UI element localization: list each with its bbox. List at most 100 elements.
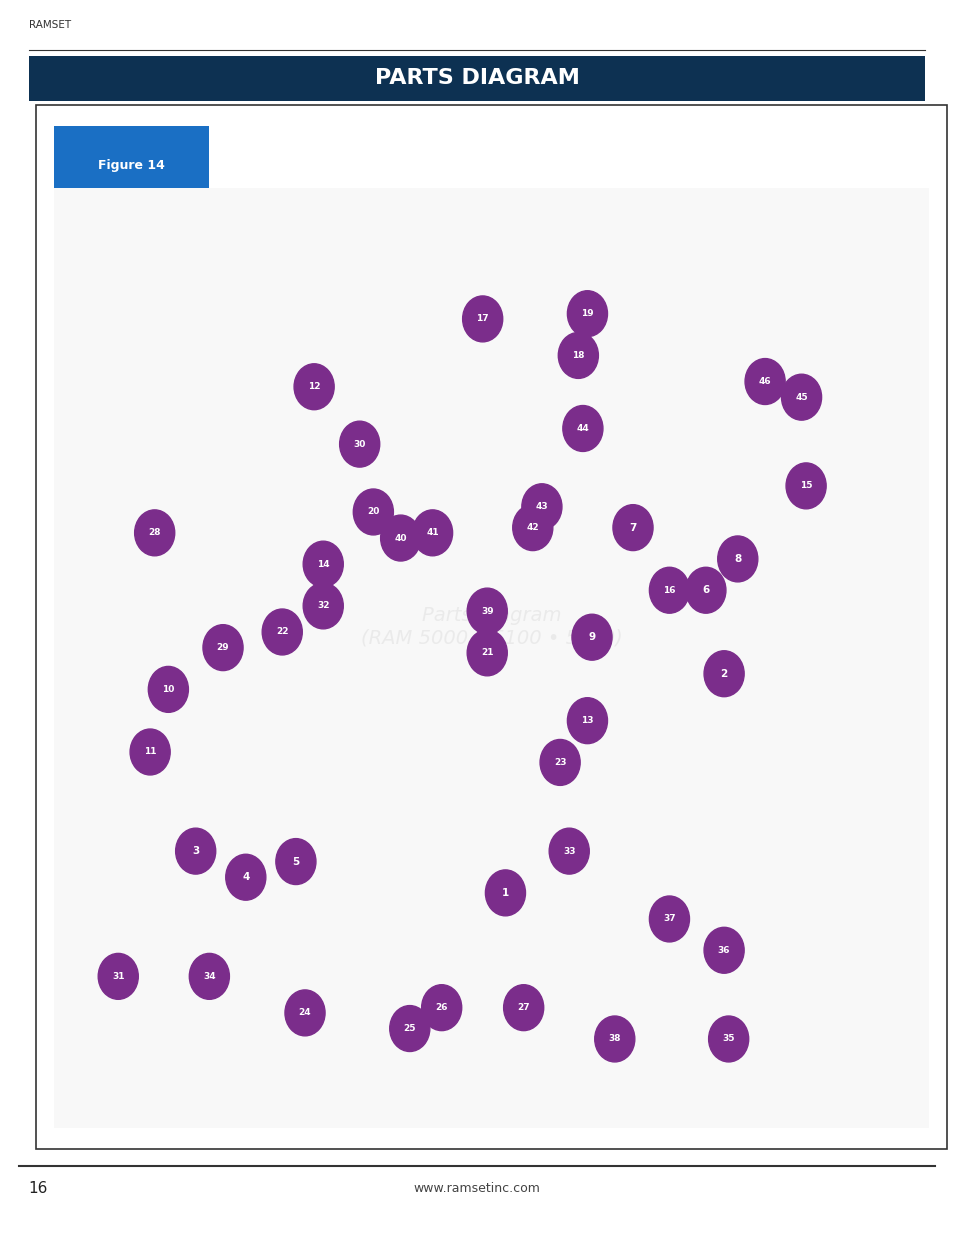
Text: 17: 17 — [476, 315, 489, 324]
Text: 7: 7 — [629, 522, 636, 532]
Circle shape — [390, 1005, 430, 1051]
Circle shape — [512, 505, 552, 551]
Text: 28: 28 — [149, 529, 161, 537]
Circle shape — [785, 463, 825, 509]
Circle shape — [649, 897, 689, 942]
Circle shape — [744, 358, 784, 405]
Circle shape — [303, 541, 343, 587]
Text: 10: 10 — [162, 685, 174, 694]
Circle shape — [130, 729, 170, 774]
Text: www.ramsetinc.com: www.ramsetinc.com — [414, 1182, 539, 1195]
Text: 34: 34 — [203, 972, 215, 981]
Text: Figure 14: Figure 14 — [98, 159, 165, 172]
Circle shape — [421, 984, 461, 1031]
Circle shape — [613, 505, 653, 551]
Circle shape — [175, 829, 215, 874]
Text: 27: 27 — [517, 1003, 530, 1013]
Text: 12: 12 — [308, 383, 320, 391]
Circle shape — [567, 698, 607, 743]
Text: 19: 19 — [580, 309, 593, 319]
Circle shape — [781, 374, 821, 420]
Text: RAM 5000 • 5100 • 5200: RAM 5000 • 5100 • 5200 — [10, 230, 23, 404]
Text: 3: 3 — [192, 846, 199, 856]
Text: 30: 30 — [354, 440, 366, 448]
Text: 24: 24 — [298, 1009, 311, 1018]
Circle shape — [703, 927, 743, 973]
Circle shape — [285, 990, 325, 1036]
Text: 41: 41 — [426, 529, 438, 537]
Text: 9: 9 — [588, 632, 595, 642]
Text: Parts Diagram
(RAM 5000 • 5100 • 5200): Parts Diagram (RAM 5000 • 5100 • 5200) — [360, 606, 622, 647]
Text: 20: 20 — [367, 508, 379, 516]
Text: 13: 13 — [580, 716, 593, 725]
Text: 18: 18 — [572, 351, 584, 359]
Circle shape — [485, 869, 525, 916]
Text: 32: 32 — [316, 601, 329, 610]
Circle shape — [134, 510, 174, 556]
Text: 44: 44 — [576, 424, 589, 433]
Circle shape — [558, 332, 598, 378]
Circle shape — [148, 667, 188, 713]
Text: 40: 40 — [394, 534, 407, 542]
Circle shape — [303, 583, 343, 629]
Circle shape — [339, 421, 379, 467]
Circle shape — [467, 630, 507, 676]
Text: 31: 31 — [112, 972, 125, 981]
Text: 37: 37 — [662, 914, 675, 924]
Circle shape — [353, 489, 393, 535]
Text: 2: 2 — [720, 668, 727, 679]
Text: 33: 33 — [562, 847, 575, 856]
Circle shape — [703, 651, 743, 697]
Text: 26: 26 — [435, 1003, 448, 1013]
Text: 1: 1 — [501, 888, 509, 898]
Circle shape — [226, 855, 266, 900]
Circle shape — [412, 510, 452, 556]
Circle shape — [572, 614, 612, 661]
Circle shape — [567, 290, 607, 337]
Text: 11: 11 — [144, 747, 156, 757]
Text: 8: 8 — [734, 555, 740, 564]
Text: 15: 15 — [799, 482, 812, 490]
Circle shape — [521, 484, 561, 530]
Circle shape — [98, 953, 138, 999]
Circle shape — [262, 609, 302, 655]
Circle shape — [649, 567, 689, 614]
Circle shape — [467, 588, 507, 634]
Text: 43: 43 — [535, 503, 548, 511]
FancyBboxPatch shape — [54, 126, 209, 204]
Text: 45: 45 — [795, 393, 807, 401]
Circle shape — [503, 984, 543, 1031]
Circle shape — [708, 1016, 748, 1062]
Circle shape — [594, 1016, 634, 1062]
Circle shape — [685, 567, 725, 614]
Text: 36: 36 — [717, 946, 730, 955]
Circle shape — [380, 515, 420, 561]
Circle shape — [203, 625, 243, 671]
Circle shape — [539, 740, 579, 785]
Circle shape — [189, 953, 229, 999]
Text: 39: 39 — [480, 606, 493, 615]
Text: 22: 22 — [275, 627, 288, 636]
Circle shape — [562, 405, 602, 452]
Text: 21: 21 — [480, 648, 493, 657]
Text: 14: 14 — [316, 559, 329, 568]
Text: RAMSET: RAMSET — [29, 20, 71, 30]
Text: 5: 5 — [292, 857, 299, 867]
Text: 4: 4 — [242, 872, 250, 882]
FancyBboxPatch shape — [29, 56, 924, 101]
Text: 16: 16 — [29, 1182, 48, 1197]
Circle shape — [549, 829, 589, 874]
Circle shape — [717, 536, 757, 582]
Text: 46: 46 — [758, 377, 771, 387]
Circle shape — [462, 296, 502, 342]
Text: 35: 35 — [721, 1035, 734, 1044]
Circle shape — [294, 364, 334, 410]
Text: PARTS DIAGRAM: PARTS DIAGRAM — [375, 68, 578, 89]
Text: 16: 16 — [662, 585, 675, 595]
Text: 29: 29 — [216, 643, 229, 652]
Text: 25: 25 — [403, 1024, 416, 1032]
Text: 38: 38 — [608, 1035, 620, 1044]
Text: 23: 23 — [554, 758, 566, 767]
Text: 6: 6 — [701, 585, 709, 595]
Text: 42: 42 — [526, 524, 538, 532]
